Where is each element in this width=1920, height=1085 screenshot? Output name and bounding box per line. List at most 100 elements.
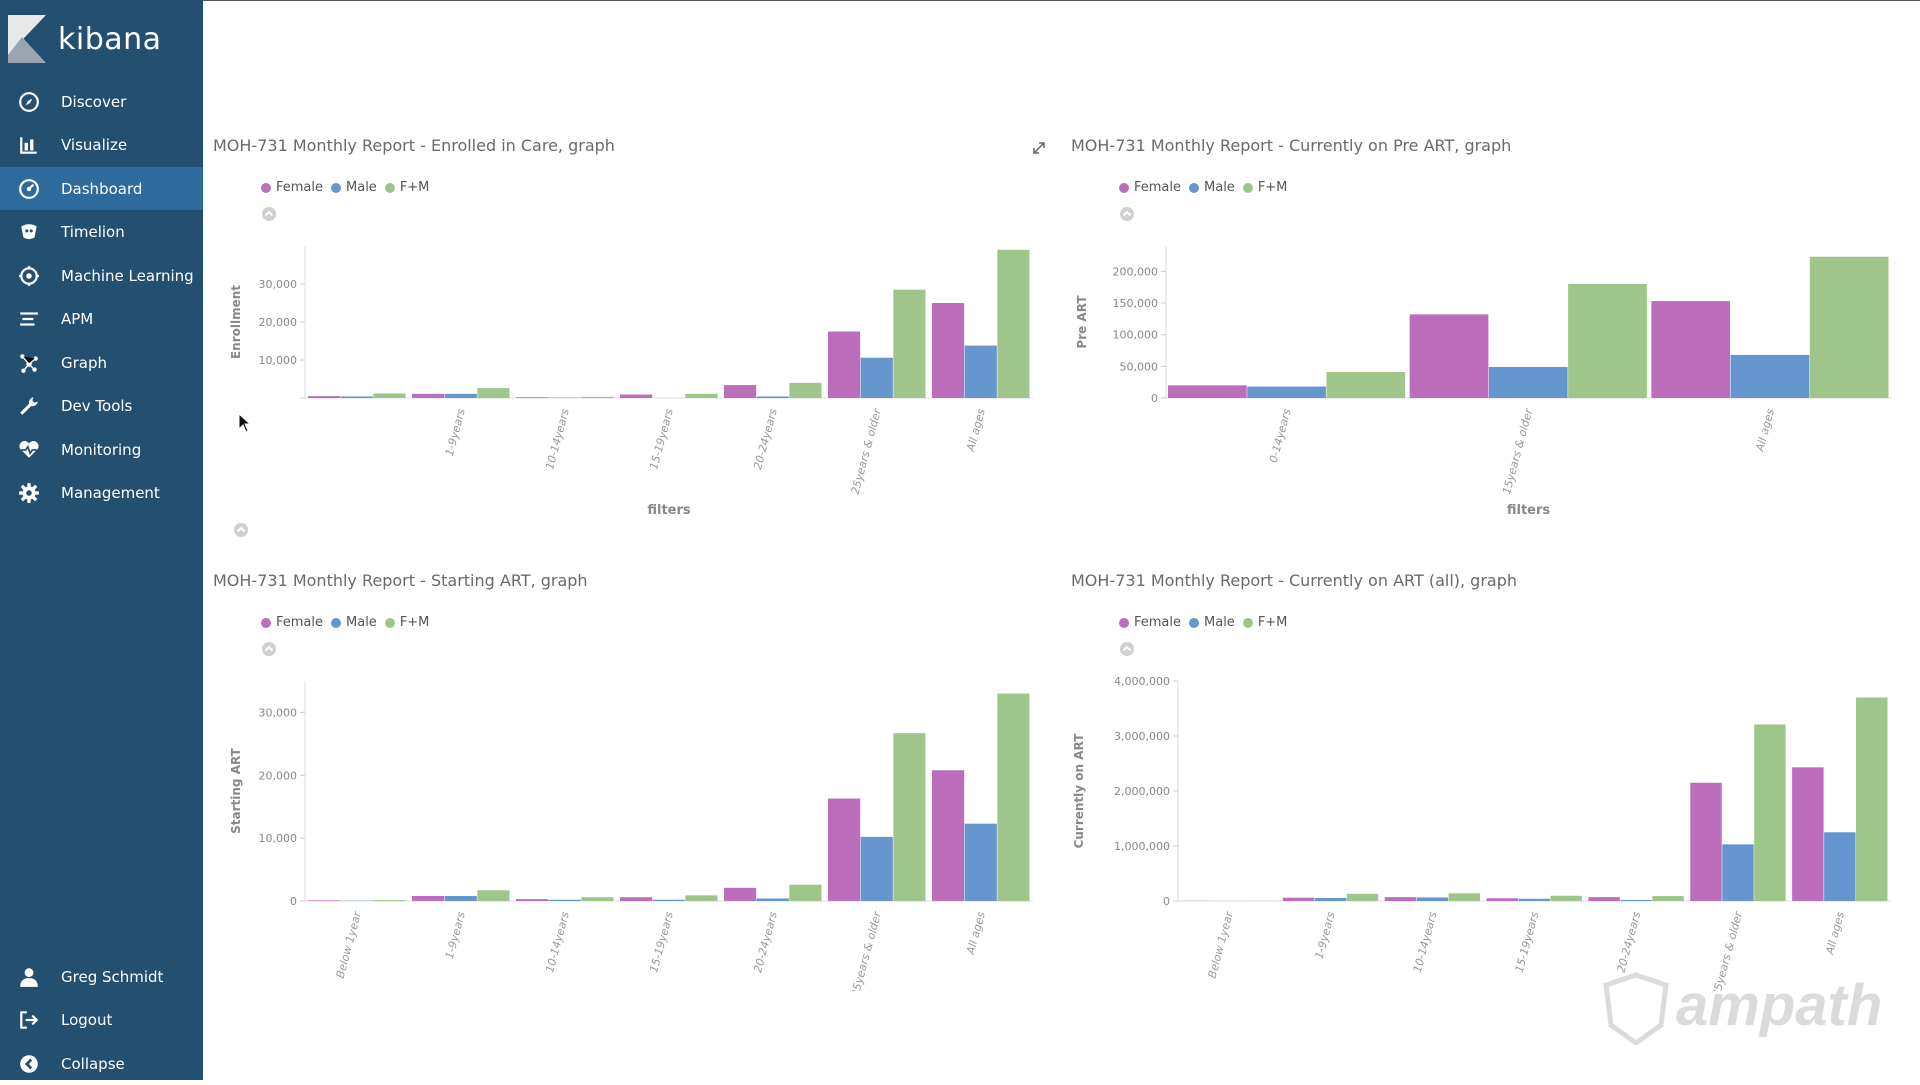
bar-female[interactable] (828, 332, 860, 399)
legend-item[interactable]: Male (1189, 180, 1235, 195)
bar-fm[interactable] (1550, 896, 1581, 901)
bar-female[interactable] (1792, 767, 1823, 901)
bar-fm[interactable] (685, 895, 717, 901)
bar-male[interactable] (445, 394, 477, 398)
sidebar-item-greg-schmidt[interactable]: Greg Schmidt (0, 955, 203, 998)
bar-fm[interactable] (1652, 896, 1683, 901)
bar-male[interactable] (445, 896, 477, 901)
bar-fm[interactable] (477, 890, 509, 901)
sidebar-item-collapse[interactable]: Collapse (0, 1042, 203, 1085)
bar-male[interactable] (549, 900, 581, 901)
bar-male[interactable] (653, 900, 685, 901)
bar-female[interactable] (1385, 897, 1416, 901)
sidebar-item-management[interactable]: Management (0, 472, 203, 515)
bar-female[interactable] (1487, 898, 1518, 901)
bar-fm[interactable] (477, 388, 509, 398)
sidebar-item-monitoring[interactable]: Monitoring (0, 428, 203, 471)
bar-fm[interactable] (997, 250, 1029, 398)
legend-item[interactable]: Female (261, 615, 323, 630)
legend-item[interactable]: F+M (385, 615, 430, 630)
bar-male[interactable] (1731, 355, 1810, 398)
bar-fm[interactable] (373, 900, 405, 901)
bar-female[interactable] (828, 799, 860, 901)
bar-male[interactable] (1417, 897, 1448, 901)
bar-fm[interactable] (789, 383, 821, 398)
bar-female[interactable] (516, 899, 548, 901)
sidebar-item-visualize[interactable]: Visualize (0, 124, 203, 167)
bar-fm[interactable] (893, 733, 925, 901)
bar-male[interactable] (861, 358, 893, 398)
legend-item[interactable]: Female (1119, 615, 1181, 630)
expand-panel-icon[interactable] (1031, 140, 1047, 156)
bar-female[interactable] (1168, 385, 1247, 398)
legend-item[interactable]: Male (1189, 615, 1235, 630)
bar-male[interactable] (965, 346, 997, 398)
bar-male[interactable] (1722, 844, 1753, 901)
sidebar-item-discover[interactable]: Discover (0, 80, 203, 123)
bar-fm[interactable] (893, 290, 925, 398)
bar-male[interactable] (757, 898, 789, 901)
bar-female[interactable] (308, 900, 340, 901)
kibana-logo[interactable]: kibana (8, 15, 162, 63)
bar-female[interactable] (1283, 898, 1314, 901)
legend-item[interactable]: F+M (1243, 615, 1288, 630)
legend-item[interactable]: F+M (1243, 180, 1288, 195)
sidebar-item-graph[interactable]: Graph (0, 341, 203, 384)
bar-fm[interactable] (581, 897, 613, 901)
legend-item[interactable]: Female (1119, 180, 1181, 195)
legend-item[interactable]: Male (331, 615, 377, 630)
bar-female[interactable] (620, 897, 652, 901)
bar-male[interactable] (1247, 387, 1326, 398)
bar-fm[interactable] (685, 394, 717, 398)
legend-item[interactable]: Female (261, 180, 323, 195)
bar-male[interactable] (1519, 899, 1550, 901)
bar-fm[interactable] (789, 885, 821, 901)
bar-male[interactable] (757, 396, 789, 398)
legend-toggle-icon[interactable] (261, 206, 277, 222)
sidebar-item-apm[interactable]: APM (0, 298, 203, 341)
bar-female[interactable] (1410, 314, 1489, 398)
bar-fm[interactable] (1754, 724, 1785, 901)
bar-female[interactable] (620, 395, 652, 398)
sidebar-item-dashboard[interactable]: Dashboard (0, 167, 203, 210)
sidebar-item-logout[interactable]: Logout (0, 999, 203, 1042)
bar-male[interactable] (861, 837, 893, 901)
bar-male[interactable] (1620, 900, 1651, 901)
legend-toggle-icon[interactable] (1119, 206, 1135, 222)
bar-fm[interactable] (1856, 698, 1887, 902)
bar-male[interactable] (1489, 367, 1568, 398)
legend-toggle-icon[interactable] (261, 641, 277, 657)
bar-fm[interactable] (1326, 372, 1405, 398)
bar-female[interactable] (516, 397, 548, 398)
bar-female[interactable] (1690, 783, 1721, 901)
bar-male[interactable] (1315, 898, 1346, 901)
collapse-toggle-icon[interactable] (233, 522, 249, 538)
bar-fm[interactable] (1347, 894, 1378, 901)
bar-female[interactable] (412, 896, 444, 901)
bar-fm[interactable] (581, 397, 613, 398)
bar-female[interactable] (412, 394, 444, 398)
legend-toggle-icon[interactable] (1119, 641, 1135, 657)
bar-male[interactable] (1824, 832, 1855, 901)
sidebar-item-machine-learning[interactable]: Machine Learning (0, 254, 203, 297)
bar-male[interactable] (341, 396, 373, 398)
legend-color-dot (1189, 183, 1199, 193)
gear-icon (16, 480, 42, 506)
bar-female[interactable] (724, 888, 756, 901)
sidebar-item-timelion[interactable]: Timelion (0, 211, 203, 254)
bar-fm[interactable] (1810, 257, 1889, 398)
legend-item[interactable]: Male (331, 180, 377, 195)
bar-female[interactable] (932, 770, 964, 901)
bar-female[interactable] (1651, 301, 1730, 398)
legend-item[interactable]: F+M (385, 180, 430, 195)
bar-female[interactable] (724, 385, 756, 398)
bar-female[interactable] (932, 303, 964, 398)
bar-fm[interactable] (997, 694, 1029, 901)
bar-male[interactable] (965, 824, 997, 901)
bar-fm[interactable] (1449, 893, 1480, 901)
bar-female[interactable] (1588, 897, 1619, 901)
bar-fm[interactable] (1568, 284, 1647, 398)
sidebar-item-dev-tools[interactable]: Dev Tools (0, 385, 203, 428)
bar-fm[interactable] (373, 393, 405, 398)
bar-female[interactable] (308, 396, 340, 398)
